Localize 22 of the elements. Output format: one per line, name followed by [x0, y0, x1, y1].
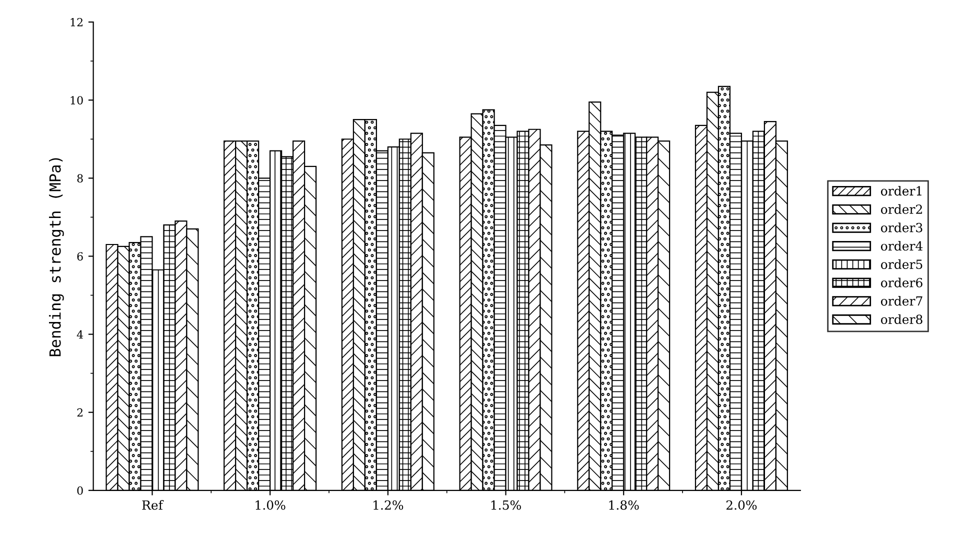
legend-label: order2: [880, 204, 922, 214]
y-tick-label: 2: [77, 408, 82, 417]
x-tick-label: 1.2%: [374, 500, 404, 510]
y-tick-label: 10: [70, 96, 83, 104]
y-tick-label: 4: [76, 330, 84, 338]
x-tick-label: 1.0%: [256, 500, 286, 510]
legend-label: order5: [880, 259, 922, 270]
y-tick-label: 0: [77, 486, 83, 495]
y-tick-label: 12: [70, 18, 82, 26]
legend-label: order6: [880, 278, 922, 288]
legend-label: order1: [880, 186, 922, 196]
x-tick-label: 2.0%: [726, 500, 757, 510]
legend-label: order4: [880, 240, 923, 251]
y-tick-label: 6: [77, 252, 83, 261]
legend-label: order8: [880, 314, 922, 324]
y-tick-label: 8: [77, 174, 83, 183]
x-tick-label: Ref: [142, 500, 164, 510]
y-axis-title: Bending strength (MPa): [49, 158, 64, 356]
legend-label: order7: [880, 296, 922, 306]
legend-label: order3: [880, 222, 922, 232]
x-tick-label: 1.5%: [491, 500, 521, 510]
x-tick-label: 1.8%: [609, 500, 639, 510]
